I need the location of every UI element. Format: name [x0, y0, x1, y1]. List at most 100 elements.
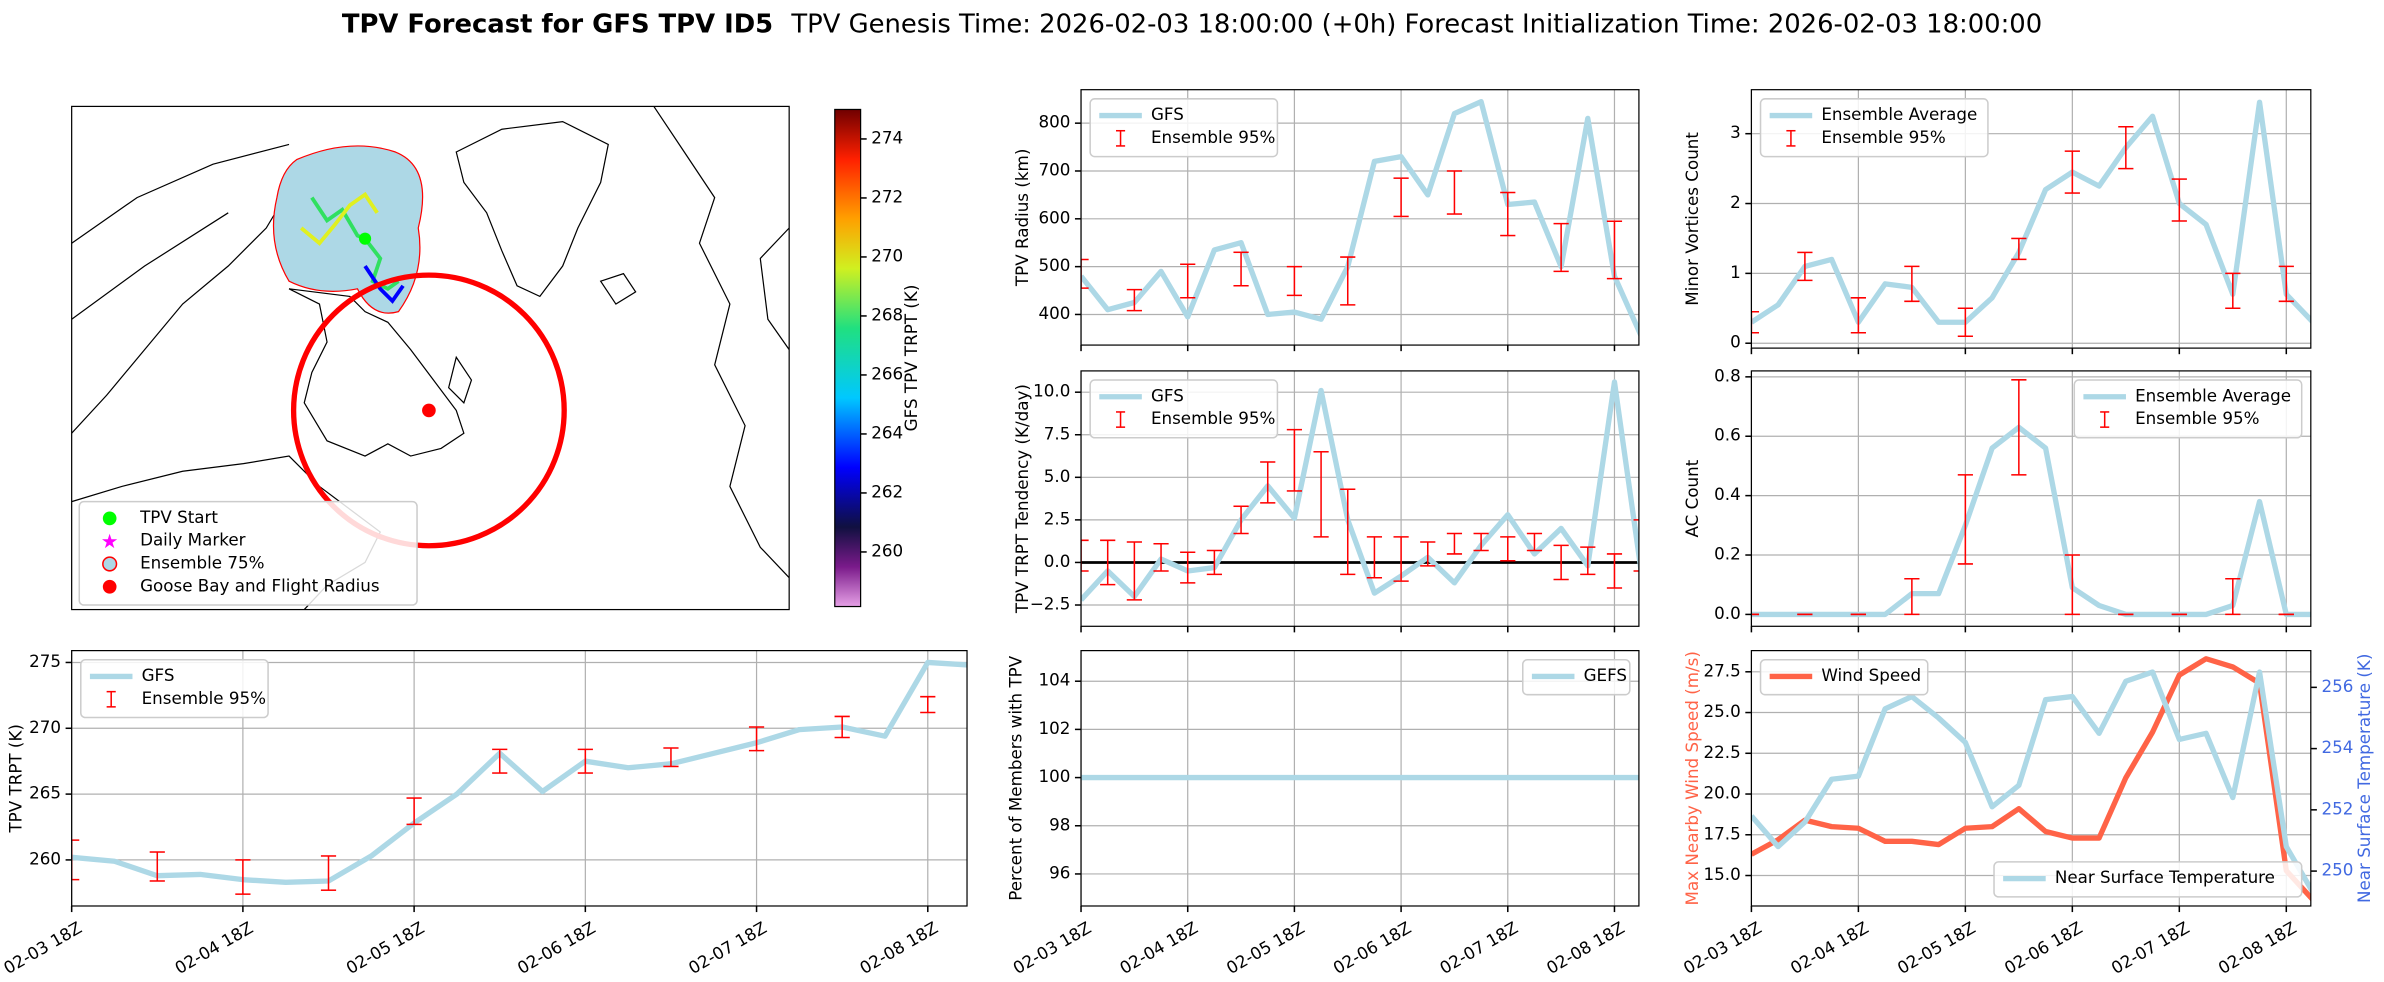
legend-box	[1759, 98, 1989, 158]
error-bar	[1904, 578, 1920, 616]
x-tick-label: 02-03 18Z	[1680, 917, 1765, 978]
error-bar	[2225, 578, 2241, 616]
y-tick-label: 27.5	[1704, 660, 1741, 680]
colorbar-tick-label: 270	[871, 245, 903, 265]
y-tick-label: 2	[1730, 192, 1741, 212]
axes-frame	[1750, 89, 2312, 349]
legend-box	[2073, 379, 2303, 439]
y2-tick-label: 252	[2321, 798, 2353, 818]
series-line	[71, 659, 968, 885]
y2-tick-label: 256	[2321, 676, 2353, 696]
x-tick-label: 02-05 18Z	[1223, 917, 1308, 978]
error-bar	[1126, 288, 1142, 312]
error-bar	[1233, 251, 1249, 287]
error-bar	[1233, 505, 1249, 535]
colorbar	[834, 108, 862, 608]
error-bar	[1081, 539, 1089, 572]
error-bar	[2064, 554, 2080, 616]
x-tick-label: 02-08 18Z	[2215, 917, 2300, 978]
axes-frame	[71, 650, 968, 907]
y-tick-label: 0.0	[1044, 551, 1071, 571]
y-tick-label: 2.5	[1044, 508, 1071, 528]
y-axis-label: Max Nearby Wind Speed (m/s)	[1682, 651, 1702, 905]
legend-box	[1522, 658, 1631, 696]
error-bar	[1340, 488, 1356, 576]
error-bar	[1526, 532, 1543, 552]
y-tick-label: 270	[29, 717, 61, 737]
error-bar	[1797, 251, 1813, 282]
legend-label: GFS	[1151, 104, 1184, 124]
error-bar	[1957, 474, 1973, 565]
y-tick-label: 0.2	[1714, 544, 1741, 564]
error-bar	[1286, 428, 1303, 492]
error-bar	[1180, 551, 1196, 584]
legend-label: Goose Bay and Flight Radius	[140, 575, 379, 595]
legend-label: Daily Marker	[140, 530, 246, 550]
error-bar	[1500, 536, 1516, 562]
error-bar	[834, 715, 850, 739]
x-tick-label: 02-07 18Z	[2108, 917, 2193, 978]
error-bar	[1126, 541, 1142, 601]
error-bar	[1500, 191, 1516, 237]
error-bar	[1446, 170, 1463, 215]
error-bar	[235, 859, 251, 895]
y-tick-label: 98	[1049, 814, 1070, 834]
ensemble-75-area	[272, 145, 424, 314]
colorbar-tick-label: 262	[871, 481, 903, 501]
error-bar	[1606, 220, 1623, 280]
x-tick-label: 02-03 18Z	[0, 917, 85, 978]
legend-label: Ensemble 95%	[2135, 408, 2259, 428]
colorbar-tick-label: 266	[871, 363, 903, 383]
legend-label: Ensemble 95%	[142, 688, 266, 708]
x-tick-label: 02-05 18Z	[1894, 917, 1979, 978]
error-bar	[1100, 539, 1116, 586]
error-bar	[1606, 553, 1623, 589]
series-line	[1751, 656, 2311, 902]
axes-frame	[1750, 370, 2312, 627]
y-tick-label: 25.0	[1704, 701, 1741, 721]
legend-symbol	[102, 511, 117, 526]
legend-label: GEFS	[1584, 665, 1627, 685]
y-tick-label: 15.0	[1704, 864, 1741, 884]
y-tick-label: 20.0	[1704, 783, 1741, 803]
error-bar	[1393, 177, 1409, 218]
y-tick-label: 700	[1038, 159, 1070, 179]
colorbar-tick-label: 274	[871, 127, 903, 147]
error-bar	[2011, 379, 2027, 476]
error-bar	[1206, 549, 1222, 576]
y-tick-label: 104	[1038, 670, 1070, 690]
x-tick-label: 02-08 18Z	[1543, 917, 1628, 978]
x-tick-label: 02-04 18Z	[1116, 917, 1201, 978]
x-tick-label: 02-07 18Z	[1436, 917, 1521, 978]
y-tick-label: 102	[1038, 718, 1070, 738]
error-bar	[71, 839, 80, 881]
legend-label: Ensemble 95%	[1151, 408, 1275, 428]
legend-label: GFS	[142, 665, 175, 685]
x-tick-label: 02-05 18Z	[342, 917, 427, 978]
error-bar	[1850, 297, 1866, 334]
x-tick-label: 02-06 18Z	[2001, 917, 2086, 978]
flight-radius	[290, 272, 567, 549]
axes-frame	[1080, 89, 1640, 346]
error-bar	[406, 797, 422, 826]
x-tick-label: 02-07 18Z	[685, 917, 770, 978]
legend-box	[1759, 658, 1929, 696]
error-bar	[1633, 519, 1639, 572]
error-bar	[2011, 237, 2027, 261]
x-tick-label: 02-03 18Z	[1009, 917, 1094, 978]
error-bar	[1580, 546, 1596, 576]
error-bar	[2064, 150, 2080, 194]
error-bar	[1260, 461, 1276, 504]
legend-symbol	[102, 579, 117, 594]
error-bar	[577, 748, 593, 774]
error-bar	[1420, 541, 1436, 567]
y-tick-label: 0.6	[1714, 425, 1741, 445]
series-line	[1081, 98, 1639, 338]
colorbar-label: GFS TPV TRPT (K)	[901, 285, 921, 432]
y-tick-label: 0	[1730, 332, 1741, 352]
legend-label: Ensemble 95%	[1151, 127, 1275, 147]
subtitle: TPV Genesis Time: 2026-02-03 18:00:00 (+…	[790, 9, 2042, 39]
colorbar-tick-label: 260	[871, 540, 903, 560]
y-tick-label: 400	[1038, 303, 1070, 323]
error-bar	[1313, 451, 1329, 538]
